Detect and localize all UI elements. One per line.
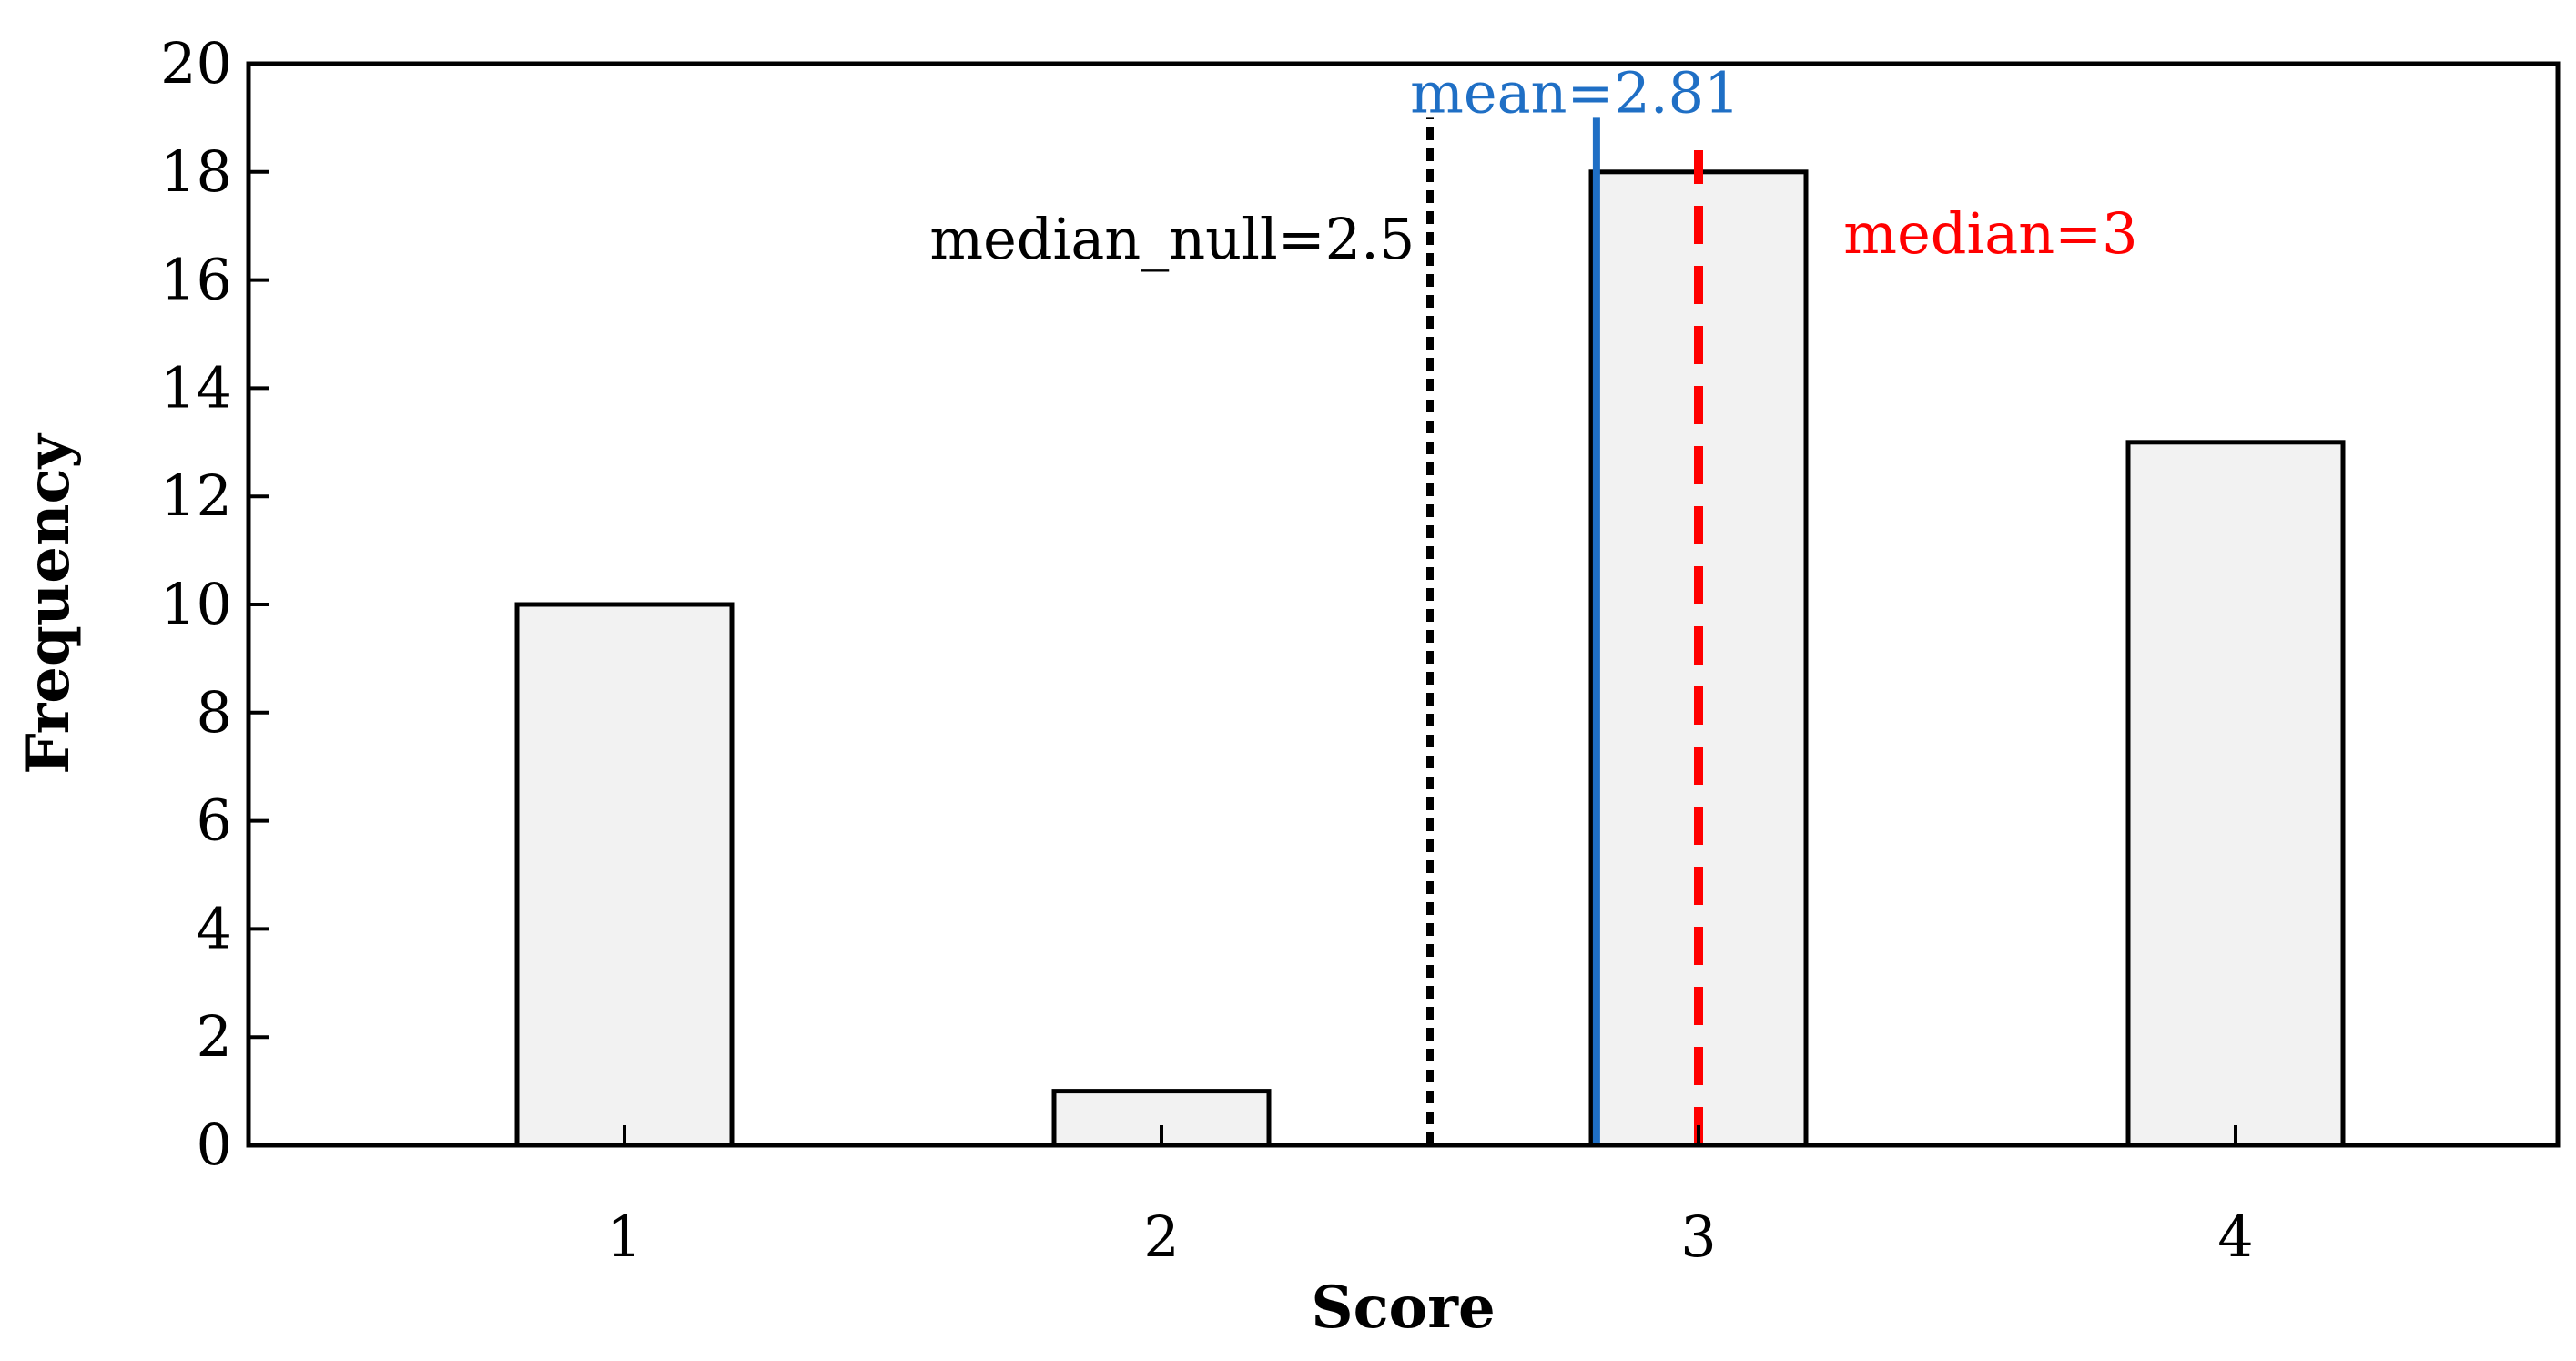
x-tick-label: 2 xyxy=(1143,1204,1179,1270)
x-tick-label: 4 xyxy=(2217,1204,2253,1270)
y-tick-label: 4 xyxy=(197,895,232,961)
y-tick-label: 14 xyxy=(160,354,232,421)
median-null-label: median_null=2.5 xyxy=(929,206,1415,272)
bar-score-4 xyxy=(2125,440,2346,1148)
y-tick-label: 6 xyxy=(197,787,232,854)
y-axis-title: Frequency xyxy=(15,432,83,774)
bar-score-1 xyxy=(514,602,735,1148)
y-tick-label: 12 xyxy=(160,462,232,529)
median-label: median=3 xyxy=(1843,200,2137,267)
y-tick-label: 2 xyxy=(197,1003,232,1070)
reference-lines-layer xyxy=(1426,117,1703,1145)
x-axis: 1 2 3 4 xyxy=(606,1125,2254,1270)
y-axis: 0 2 4 6 8 10 12 14 16 18 20 xyxy=(160,30,269,1178)
y-tick-label: 16 xyxy=(160,247,232,313)
y-tick-label: 8 xyxy=(197,679,232,746)
y-tick-label: 0 xyxy=(197,1112,232,1178)
mean-label: mean=2.81 xyxy=(1410,59,1739,126)
annotations-layer: median_null=2.5 mean=2.81 median=3 xyxy=(929,59,2137,271)
x-axis-title: Score xyxy=(1311,1274,1495,1342)
x-tick-label: 3 xyxy=(1680,1204,1716,1270)
y-tick-label: 20 xyxy=(160,30,232,96)
y-tick-label: 18 xyxy=(160,138,232,205)
x-tick-label: 1 xyxy=(606,1204,642,1270)
y-tick-label: 10 xyxy=(160,571,232,637)
